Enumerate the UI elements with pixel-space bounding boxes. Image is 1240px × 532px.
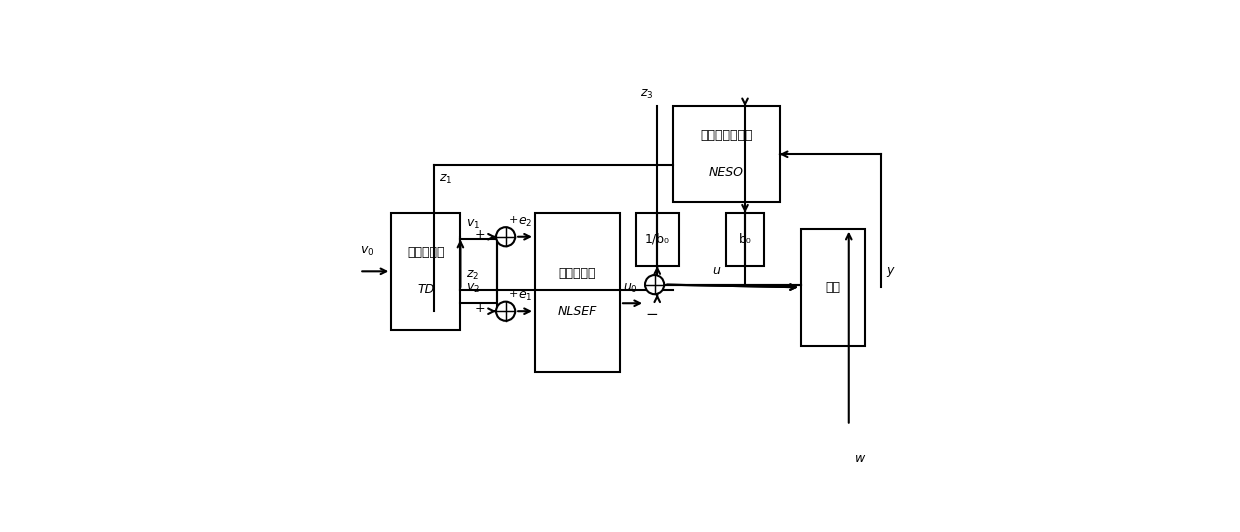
Text: 对象: 对象	[826, 281, 841, 294]
Text: $z_2$: $z_2$	[466, 269, 479, 282]
Text: $e_2$: $e_2$	[518, 215, 532, 229]
Text: $e_1$: $e_1$	[518, 290, 532, 303]
Text: $v_1$: $v_1$	[466, 218, 480, 231]
Text: $y$: $y$	[887, 265, 895, 279]
Text: 跟踪微分器: 跟踪微分器	[407, 246, 445, 259]
Text: $z_1$: $z_1$	[439, 173, 453, 186]
FancyBboxPatch shape	[801, 229, 864, 346]
Text: TD: TD	[417, 284, 434, 296]
Text: $z_3$: $z_3$	[640, 88, 653, 101]
Circle shape	[645, 275, 665, 294]
Text: $+$: $+$	[474, 228, 485, 240]
Text: 1/b₀: 1/b₀	[645, 233, 670, 246]
Circle shape	[496, 302, 515, 321]
FancyBboxPatch shape	[727, 213, 764, 266]
Text: $+$: $+$	[474, 302, 485, 315]
Text: $v_0$: $v_0$	[360, 245, 374, 258]
Text: $w$: $w$	[854, 452, 867, 465]
Text: $+$: $+$	[508, 288, 518, 299]
Text: $u$: $u$	[712, 264, 722, 277]
Text: $-$: $-$	[645, 305, 658, 320]
Text: 扩张状态观测器: 扩张状态观测器	[701, 129, 753, 142]
Text: NLSEF: NLSEF	[558, 305, 598, 318]
FancyBboxPatch shape	[392, 213, 460, 330]
Text: NESO: NESO	[709, 167, 744, 179]
Text: $u_0$: $u_0$	[622, 282, 637, 295]
Text: $v_2$: $v_2$	[466, 282, 480, 295]
FancyBboxPatch shape	[534, 213, 620, 372]
Text: 非线性组合: 非线性组合	[559, 268, 596, 280]
Text: $+$: $+$	[508, 213, 518, 225]
FancyBboxPatch shape	[636, 213, 678, 266]
Circle shape	[496, 227, 515, 246]
FancyBboxPatch shape	[673, 106, 780, 202]
Text: b₀: b₀	[739, 233, 751, 246]
